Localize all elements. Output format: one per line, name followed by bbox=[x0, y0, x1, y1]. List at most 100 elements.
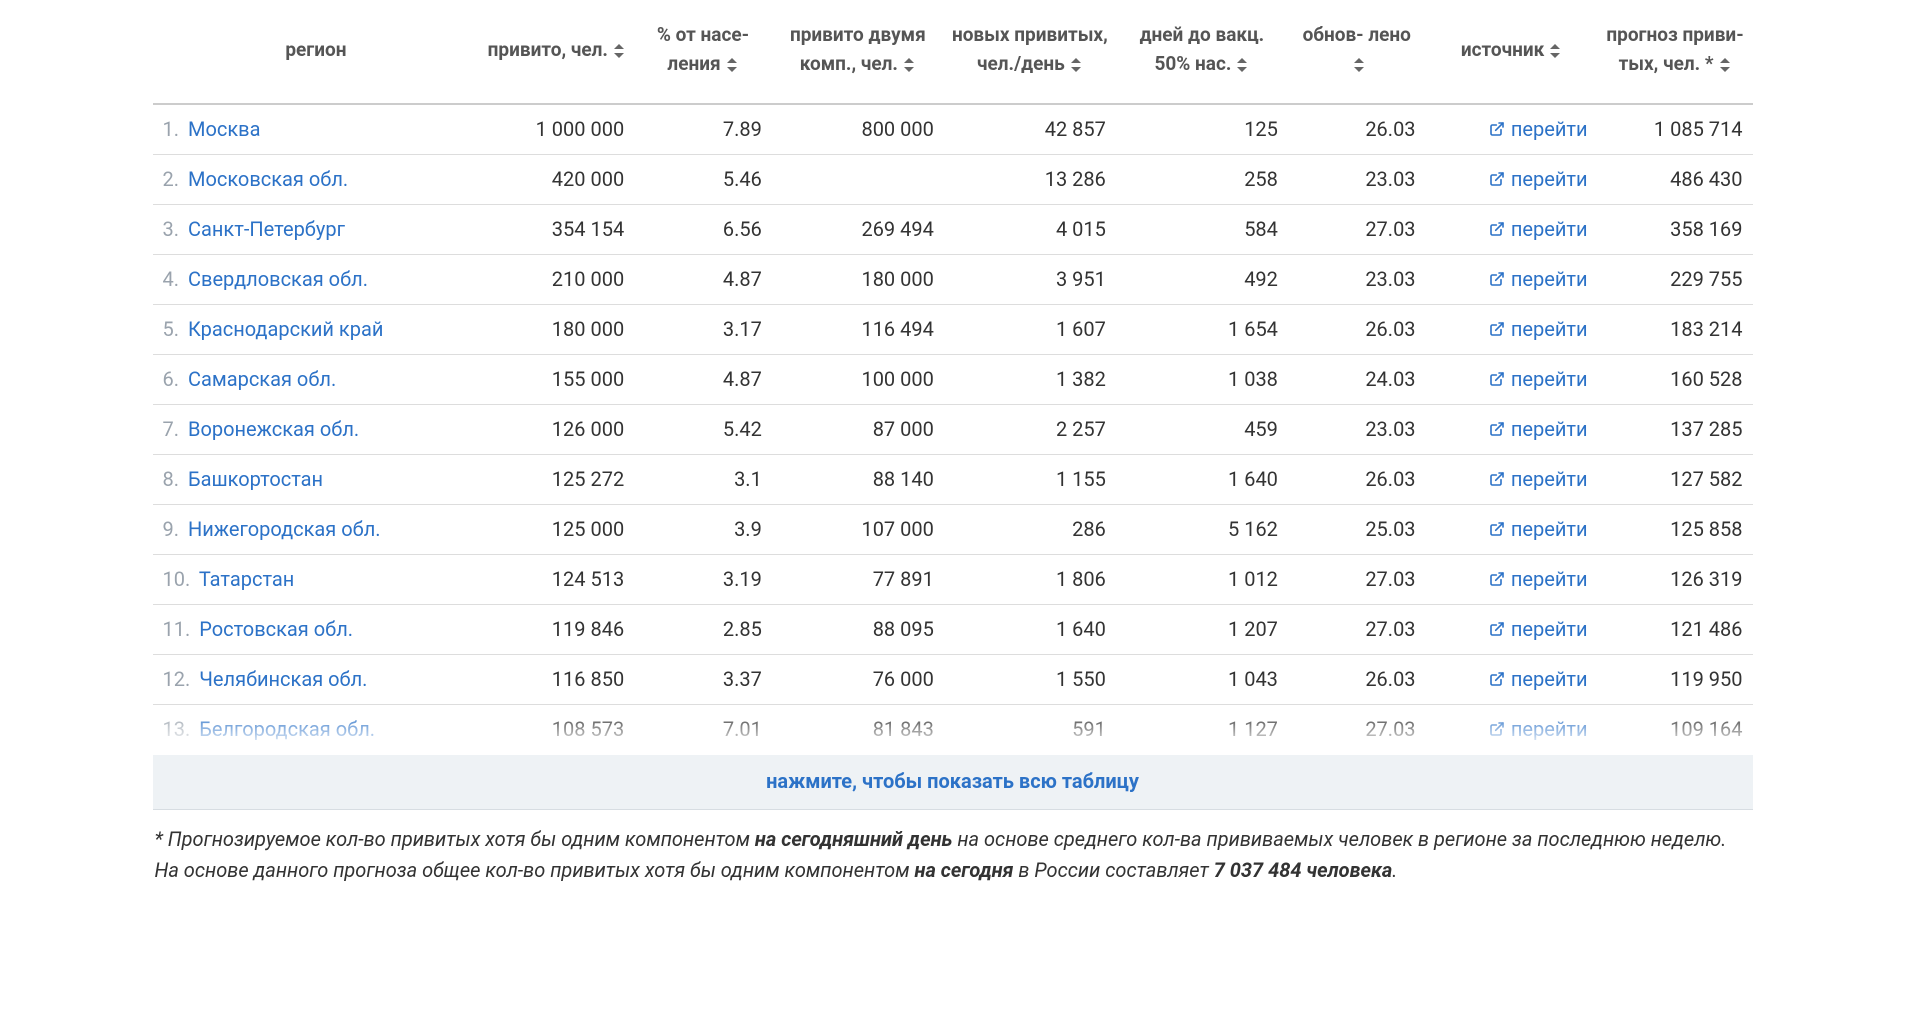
col-header-days-to-50[interactable]: дней до вакц. 50% нас. bbox=[1116, 0, 1288, 104]
cell-new-per-day: 42 857 bbox=[944, 104, 1116, 155]
col-header-new-per-day[interactable]: новых привитых, чел./день bbox=[944, 0, 1116, 104]
external-link-icon bbox=[1489, 321, 1505, 337]
rank-number: 6. bbox=[163, 367, 180, 391]
cell-pct: 4.87 bbox=[634, 354, 772, 404]
source-link-label: перейти bbox=[1511, 417, 1588, 441]
col-header-pct[interactable]: % от насе- ления bbox=[634, 0, 772, 104]
cell-forecast: 486 430 bbox=[1598, 154, 1753, 204]
sort-icon bbox=[1354, 58, 1366, 72]
cell-new-per-day: 1 640 bbox=[944, 604, 1116, 654]
external-link-icon bbox=[1489, 721, 1505, 737]
table-row: 5. Краснодарский край180 0003.17116 4941… bbox=[153, 304, 1753, 354]
cell-two-comp: 180 000 bbox=[772, 254, 944, 304]
cell-two-comp: 88 140 bbox=[772, 454, 944, 504]
sort-icon bbox=[1237, 58, 1249, 72]
external-link-icon bbox=[1489, 171, 1505, 187]
rank-number: 12. bbox=[163, 667, 191, 691]
cell-updated: 27.03 bbox=[1288, 704, 1426, 754]
region-link[interactable]: Воронежская обл. bbox=[188, 417, 359, 441]
source-link[interactable]: перейти bbox=[1489, 217, 1588, 241]
region-link[interactable]: Свердловская обл. bbox=[188, 267, 368, 291]
footnote: * Прогнозируемое кол-во привитых хотя бы… bbox=[153, 810, 1753, 892]
cell-two-comp: 88 095 bbox=[772, 604, 944, 654]
source-link[interactable]: перейти bbox=[1489, 717, 1588, 741]
source-link[interactable]: перейти bbox=[1489, 167, 1588, 191]
region-link[interactable]: Санкт-Петербург bbox=[188, 217, 345, 241]
cell-days-to-50: 1 012 bbox=[1116, 554, 1288, 604]
cell-forecast: 109 164 bbox=[1598, 704, 1753, 754]
source-link[interactable]: перейти bbox=[1489, 667, 1588, 691]
table-row: 10. Татарстан124 5133.1977 8911 8061 012… bbox=[153, 554, 1753, 604]
region-link[interactable]: Челябинская обл. bbox=[199, 667, 367, 691]
cell-days-to-50: 584 bbox=[1116, 204, 1288, 254]
source-link[interactable]: перейти bbox=[1489, 517, 1588, 541]
table-row: 1. Москва1 000 0007.89800 00042 85712526… bbox=[153, 104, 1753, 155]
cell-forecast: 183 214 bbox=[1598, 304, 1753, 354]
cell-region: 1. Москва bbox=[153, 104, 480, 155]
cell-two-comp: 116 494 bbox=[772, 304, 944, 354]
cell-forecast: 126 319 bbox=[1598, 554, 1753, 604]
cell-vaccinated: 125 000 bbox=[479, 504, 634, 554]
col-header-forecast[interactable]: прогноз приви- тых, чел. * bbox=[1598, 0, 1753, 104]
region-link[interactable]: Ростовская обл. bbox=[199, 617, 353, 641]
cell-two-comp bbox=[772, 154, 944, 204]
expand-table-button[interactable]: нажмите, чтобы показать всю таблицу bbox=[153, 755, 1753, 810]
sort-icon bbox=[727, 58, 739, 72]
source-link[interactable]: перейти bbox=[1489, 617, 1588, 641]
cell-new-per-day: 13 286 bbox=[944, 154, 1116, 204]
table-body: 1. Москва1 000 0007.89800 00042 85712526… bbox=[153, 104, 1753, 755]
col-header-two-comp[interactable]: привито двумя комп., чел. bbox=[772, 0, 944, 104]
region-link[interactable]: Самарская обл. bbox=[188, 367, 336, 391]
col-header-region[interactable]: регион bbox=[153, 0, 480, 104]
region-link[interactable]: Краснодарский край bbox=[188, 317, 383, 341]
cell-updated: 27.03 bbox=[1288, 554, 1426, 604]
cell-forecast: 1 085 714 bbox=[1598, 104, 1753, 155]
col-header-updated[interactable]: обнов- лено bbox=[1288, 0, 1426, 104]
sort-icon bbox=[614, 44, 626, 58]
cell-two-comp: 800 000 bbox=[772, 104, 944, 155]
external-link-icon bbox=[1489, 271, 1505, 287]
cell-updated: 27.03 bbox=[1288, 204, 1426, 254]
sort-icon bbox=[1550, 44, 1562, 58]
cell-updated: 23.03 bbox=[1288, 404, 1426, 454]
source-link-label: перейти bbox=[1511, 317, 1588, 341]
cell-days-to-50: 5 162 bbox=[1116, 504, 1288, 554]
region-link[interactable]: Белгородская обл. bbox=[199, 717, 375, 741]
cell-days-to-50: 1 207 bbox=[1116, 604, 1288, 654]
cell-forecast: 358 169 bbox=[1598, 204, 1753, 254]
cell-region: 11. Ростовская обл. bbox=[153, 604, 480, 654]
source-link[interactable]: перейти bbox=[1489, 367, 1588, 391]
cell-pct: 7.01 bbox=[634, 704, 772, 754]
cell-updated: 25.03 bbox=[1288, 504, 1426, 554]
region-link[interactable]: Татарстан bbox=[199, 567, 294, 591]
source-link[interactable]: перейти bbox=[1489, 117, 1588, 141]
col-header-vaccinated[interactable]: привито, чел. bbox=[479, 0, 634, 104]
cell-pct: 3.19 bbox=[634, 554, 772, 604]
cell-source: перейти bbox=[1426, 104, 1598, 155]
cell-pct: 3.37 bbox=[634, 654, 772, 704]
source-link[interactable]: перейти bbox=[1489, 267, 1588, 291]
source-link[interactable]: перейти bbox=[1489, 567, 1588, 591]
cell-new-per-day: 286 bbox=[944, 504, 1116, 554]
region-link[interactable]: Башкортостан bbox=[188, 467, 323, 491]
cell-forecast: 160 528 bbox=[1598, 354, 1753, 404]
cell-region: 7. Воронежская обл. bbox=[153, 404, 480, 454]
cell-source: перейти bbox=[1426, 654, 1598, 704]
cell-new-per-day: 1 382 bbox=[944, 354, 1116, 404]
cell-region: 8. Башкортостан bbox=[153, 454, 480, 504]
source-link-label: перейти bbox=[1511, 517, 1588, 541]
external-link-icon bbox=[1489, 421, 1505, 437]
region-link[interactable]: Нижегородская обл. bbox=[188, 517, 381, 541]
cell-pct: 2.85 bbox=[634, 604, 772, 654]
source-link[interactable]: перейти bbox=[1489, 317, 1588, 341]
col-header-source[interactable]: источник bbox=[1426, 0, 1598, 104]
rank-number: 9. bbox=[163, 517, 180, 541]
cell-forecast: 119 950 bbox=[1598, 654, 1753, 704]
sort-icon bbox=[904, 58, 916, 72]
region-link[interactable]: Москва bbox=[188, 117, 260, 141]
source-link[interactable]: перейти bbox=[1489, 467, 1588, 491]
source-link[interactable]: перейти bbox=[1489, 417, 1588, 441]
table-row: 9. Нижегородская обл.125 0003.9107 00028… bbox=[153, 504, 1753, 554]
cell-vaccinated: 1 000 000 bbox=[479, 104, 634, 155]
region-link[interactable]: Московская обл. bbox=[188, 167, 348, 191]
